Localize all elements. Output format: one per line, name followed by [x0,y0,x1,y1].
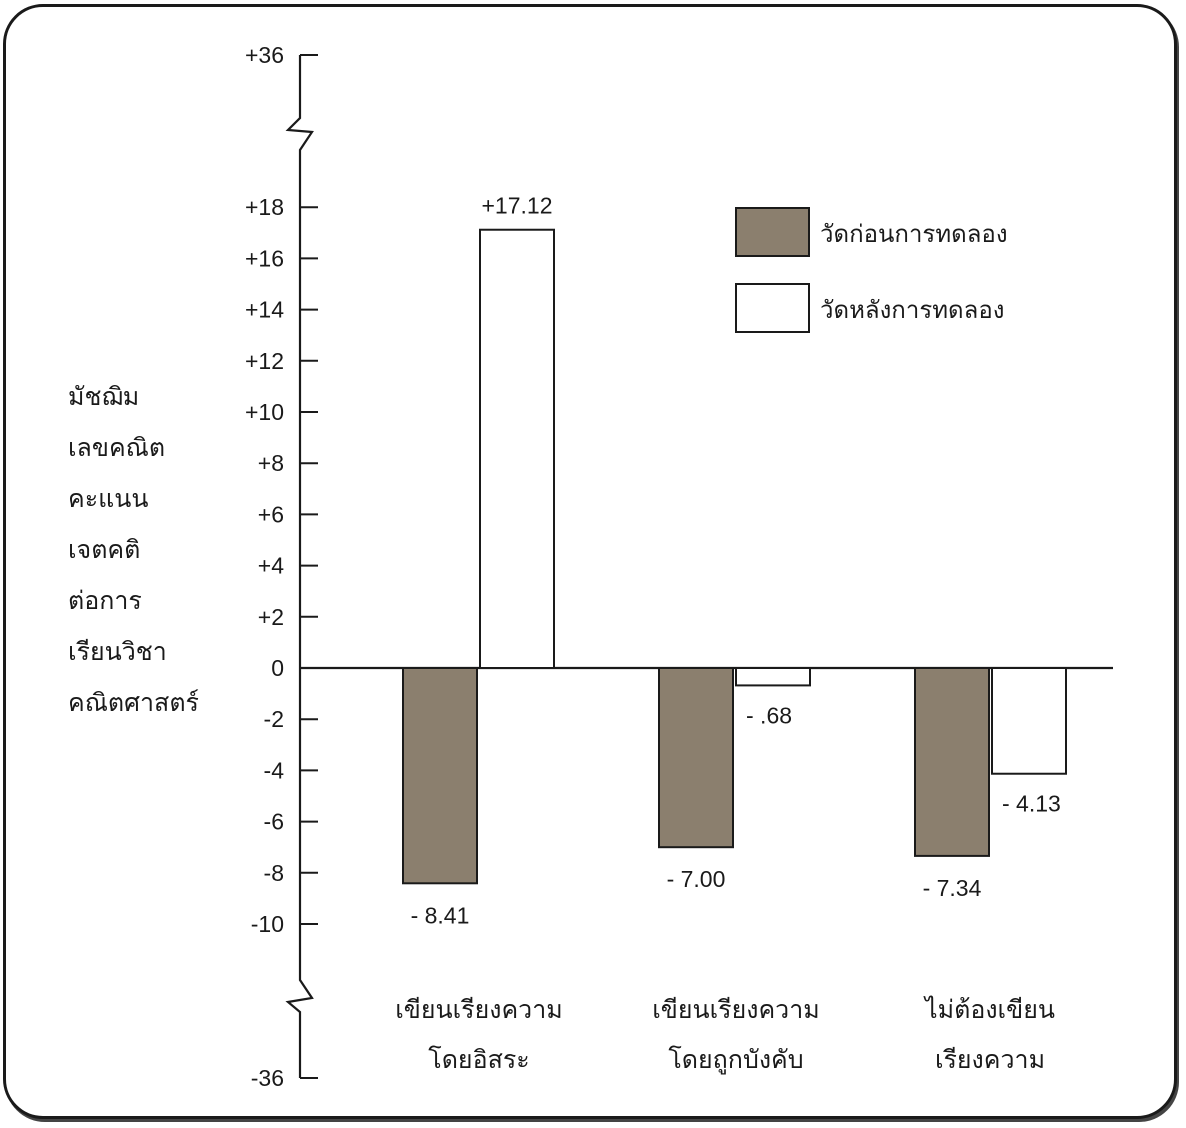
y-axis-label-line: เจตคติ [68,535,140,564]
category-label: เรียงความ [935,1045,1045,1074]
y-tick-label: -36 [251,1065,284,1091]
data-label: - 4.13 [1002,791,1061,817]
legend-label: วัดก่อนการทดลอง [820,220,1008,248]
y-tick-label: +8 [258,450,284,476]
y-axis-label-line: เรียนวิชา [68,637,167,666]
y-tick-label: -2 [264,706,284,732]
y-tick-label: +16 [245,245,284,271]
chart-frame [3,4,1177,1119]
bar [402,667,478,885]
y-axis-label-line: มัชฌิม [68,382,139,411]
y-tick-label: +12 [245,348,284,374]
y-tick-label: +36 [245,42,284,68]
bar [991,667,1067,775]
y-axis-label-line: ต่อการ [68,586,142,615]
y-axis-label-line: คณิตศาสตร์ [68,688,199,717]
data-label: - 7.00 [667,866,726,892]
y-tick-label: +10 [245,399,284,425]
y-axis-label-line: คะแนน [68,484,148,513]
data-label: +17.12 [482,193,553,219]
y-tick-label: +4 [258,553,284,579]
y-tick-label: +14 [245,297,284,323]
y-tick-label: +6 [258,501,284,527]
bar [735,667,811,687]
category-label: ไม่ต้องเขียน [923,995,1055,1024]
y-tick-label: -10 [251,911,284,937]
bar [914,667,990,857]
category-label: เขียนเรียงความ [395,995,562,1024]
y-axis-label: มัชฌิมเลขคณิตคะแนนเจตคติต่อการเรียนวิชาค… [68,382,199,717]
data-label: - .68 [746,702,792,728]
category-label: โดยอิสระ [428,1045,529,1074]
data-label: - 8.41 [411,902,470,928]
y-tick-label: +18 [245,194,284,220]
data-label: - 7.34 [923,875,982,901]
y-tick-label: -4 [264,757,285,783]
legend-swatch [735,283,810,333]
y-ticks: +36 -36 +18 +16 +14 +12 +10 +8 +6 +4 +2 0 -2 -4 -6 -8 -1… [245,42,318,1091]
bar [479,228,555,669]
category-label: โดยถูกบังคับ [668,1045,803,1075]
y-tick-label: -8 [264,860,284,886]
y-tick-label: -6 [264,809,284,835]
category-label: เขียนเรียงความ [652,995,819,1024]
data-labels: - 8.41 - 7.00 - 7.34 +17.12 - .68 - 4.13 [411,193,1061,929]
legend-swatch [735,207,810,257]
y-tick-label: +2 [258,604,284,630]
legend-label: วัดหลังการทดลอง [820,296,1004,324]
y-axis-label-line: เลขคณิต [68,433,165,462]
bars [402,228,1067,885]
y-tick-label: 0 [271,655,284,681]
bar [658,667,734,849]
